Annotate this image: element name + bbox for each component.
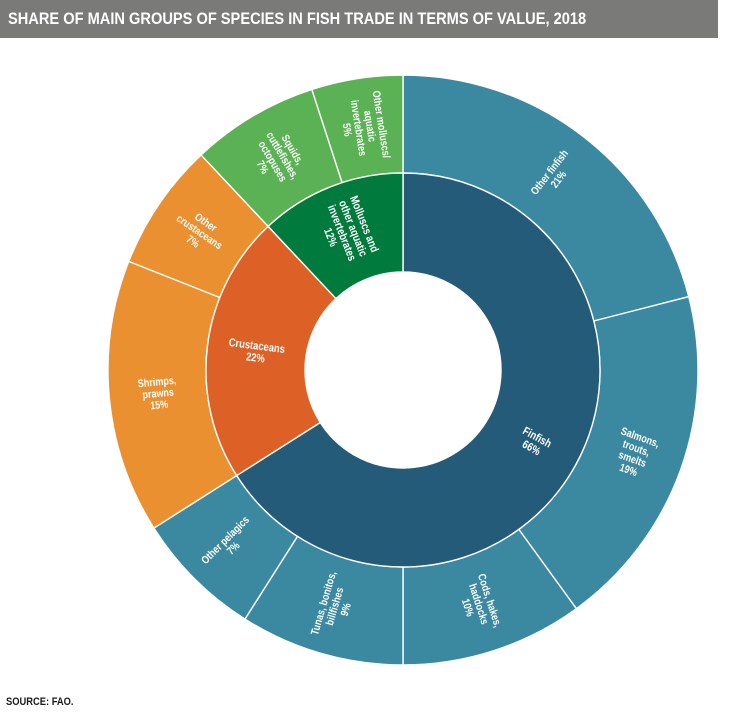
center-hole [305,272,501,468]
ring-segments [107,74,699,666]
inner-segment-finfish [235,172,601,568]
chart-title: SHARE OF MAIN GROUPS OF SPECIES IN FISH … [8,9,587,28]
source-note: SOURCE: FAO. [6,696,74,708]
outer-label-shrimps-prawns: Shrimps,prawns15% [137,375,179,414]
title-bar: SHARE OF MAIN GROUPS OF SPECIES IN FISH … [0,0,718,38]
